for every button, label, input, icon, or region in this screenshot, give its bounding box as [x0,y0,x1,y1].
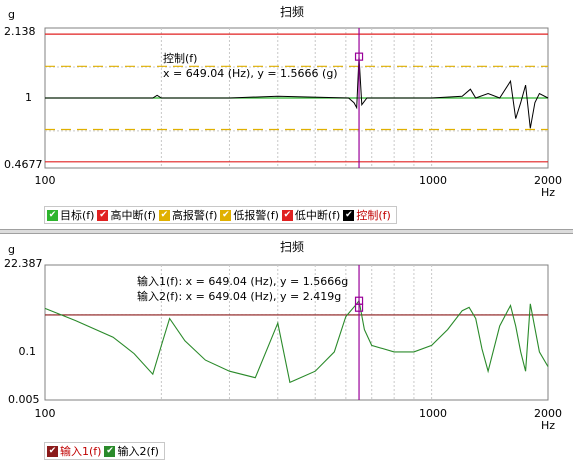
top-legend-item-3[interactable]: ✔ 低报警(f) [220,207,279,223]
checkbox-icon[interactable]: ✔ [97,209,109,221]
checkbox-icon[interactable]: ✔ [47,445,58,457]
top-cursor-readout: x = 649.04 (Hz), y = 1.5666 (g) [163,67,338,80]
bottom-x-tick-1000: 1000 [419,407,447,420]
top-cursor-marker[interactable] [354,52,364,61]
top-legend-label: 低中断(f) [294,209,341,222]
top-y-tick-max: 2.138 [4,25,36,38]
top-legend-item-2[interactable]: ✔ 高报警(f) [158,207,218,223]
top-legend-item-0[interactable]: ✔ 目标(f) [47,207,94,223]
top-chart[interactable]: 扫频 g 2.138 1 0.4677 100 1000 2000 Hz 控制(… [0,0,573,205]
bottom-cursor-readout-2: 输入2(f): x = 649.04 (Hz), y = 2.419g [137,289,341,303]
top-y-tick-mid: 1 [25,91,32,104]
top-legend-label: 控制(f) [356,209,391,222]
bottom-x-tick-2000: 2000 [534,407,562,420]
bottom-cursor-marker-input2[interactable] [354,296,364,305]
top-legend-item-4[interactable]: ✔ 低中断(f) [281,207,341,223]
bottom-y-tick-mid: 0.1 [19,345,37,358]
bottom-legend: ✔ 输入1(f) ✔ 输入2(f) [44,442,165,460]
top-y-tick-min: 0.4677 [4,158,43,171]
top-legend-item-1[interactable]: ✔ 高中断(f) [97,207,156,223]
checkbox-icon[interactable]: ✔ [47,209,58,221]
top-x-tick-1000: 1000 [419,174,447,187]
panel-splitter[interactable] [0,229,573,234]
checkbox-icon[interactable]: ✔ [104,445,116,457]
bottom-x-tick-100: 100 [35,407,56,420]
top-x-tick-100: 100 [35,174,56,187]
bottom-legend-label: 输入2(f) [117,445,159,458]
top-x-unit: Hz [541,186,555,199]
top-chart-panel: 扫频 g 2.138 1 0.4677 100 1000 2000 Hz 控制(… [0,0,573,230]
top-series [45,33,549,163]
top-legend-label: 目标(f) [60,209,95,222]
bottom-y-tick-min: 0.005 [8,393,40,406]
bottom-legend-item-0[interactable]: ✔ 输入1(f) [47,443,101,459]
checkbox-icon[interactable]: ✔ [343,209,355,221]
bottom-legend-label: 输入1(f) [60,445,102,458]
checkbox-icon[interactable]: ✔ [281,209,293,221]
top-legend-item-5[interactable]: ✔ 控制(f) [343,207,391,223]
bottom-chart[interactable]: 扫频 g 22.387 0.1 0.005 100 1000 2000 Hz 输… [0,234,573,439]
top-cursor-label: 控制(f) [163,51,197,65]
top-y-unit: g [8,8,15,21]
top-legend-label: 高中断(f) [110,209,156,222]
bottom-legend-item-1[interactable]: ✔ 输入2(f) [104,443,159,459]
bottom-plot-frame [44,264,549,401]
bottom-cursor-readout-1: 输入1(f): x = 649.04 (Hz), y = 1.5666g [137,274,348,288]
top-legend-label: 低报警(f) [233,209,279,222]
bottom-y-unit: g [8,243,15,256]
checkbox-icon[interactable]: ✔ [158,209,170,221]
top-chart-title: 扫频 [280,5,304,19]
series-line-5 [45,56,549,129]
bottom-chart-title: 扫频 [280,240,304,254]
top-legend-label: 高报警(f) [171,209,218,222]
bottom-grid [45,265,548,400]
bottom-y-tick-max: 22.387 [4,257,43,270]
bottom-series [44,299,549,384]
series-line-1 [44,299,549,384]
checkbox-icon[interactable]: ✔ [220,209,232,221]
bottom-chart-panel: 扫频 g 22.387 0.1 0.005 100 1000 2000 Hz 输… [0,234,573,465]
top-legend: ✔ 目标(f) ✔ 高中断(f) ✔ 高报警(f) ✔ 低报警(f) ✔ 低中断(f) ✔ 控制(f) [44,206,397,224]
bottom-x-unit: Hz [541,419,555,432]
top-x-tick-2000: 2000 [534,174,562,187]
